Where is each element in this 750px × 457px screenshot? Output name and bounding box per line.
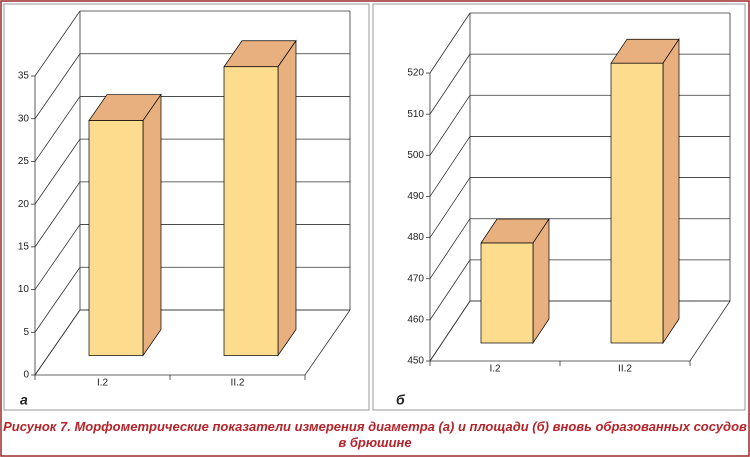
- y-tick-label: 450: [407, 356, 424, 367]
- grid-line: [34, 53, 81, 119]
- x-tick-label: II.2: [231, 378, 245, 389]
- grid-line: [34, 96, 81, 162]
- y-tick-label: 25: [18, 156, 30, 167]
- grid-line: [34, 138, 81, 205]
- bar: [223, 66, 279, 356]
- y-tick-label: 480: [407, 232, 424, 243]
- grid-line: [429, 300, 471, 362]
- grid-line: [429, 218, 471, 279]
- grid-line: [34, 224, 81, 290]
- y-tick-label: 470: [407, 273, 424, 284]
- panel: [372, 3, 746, 411]
- y-tick-label: 460: [407, 314, 424, 325]
- grid-line: [34, 267, 81, 333]
- bar-side: [662, 38, 680, 345]
- grid-line: [429, 259, 471, 321]
- caption: Рисунок 7. Морфометрические показатели и…: [3, 419, 747, 450]
- y-tick-label: 500: [407, 150, 424, 161]
- y-tick-label: 0: [23, 370, 29, 381]
- y-tick-label: 490: [407, 191, 424, 202]
- bar: [480, 242, 534, 344]
- y-tick-label: 15: [18, 241, 30, 252]
- panel: [3, 3, 370, 411]
- grid-line: [34, 309, 81, 376]
- y-tick-label: 510: [407, 109, 424, 120]
- y-tick-label: 520: [407, 68, 424, 79]
- bar: [88, 120, 144, 356]
- grid-line: [429, 12, 471, 74]
- x-tick-label: II.2: [618, 364, 632, 375]
- x-tick-label: I.2: [97, 378, 109, 389]
- y-tick-label: 10: [18, 284, 30, 295]
- grid-line: [429, 95, 471, 156]
- bar-side: [277, 39, 297, 357]
- bar-side: [142, 93, 162, 357]
- grid-line: [429, 177, 471, 238]
- panel-label: а: [20, 392, 28, 408]
- grid-line: [34, 181, 81, 248]
- grid-line: [429, 53, 471, 115]
- y-tick-label: 35: [18, 71, 30, 82]
- panel-label: б: [396, 392, 405, 408]
- y-tick-label: 20: [18, 199, 30, 210]
- grid-line: [429, 136, 471, 197]
- bar: [610, 62, 664, 344]
- y-tick-label: 30: [18, 113, 30, 124]
- y-tick-label: 5: [23, 327, 29, 338]
- x-tick-label: I.2: [489, 364, 501, 375]
- grid-line: [34, 10, 81, 77]
